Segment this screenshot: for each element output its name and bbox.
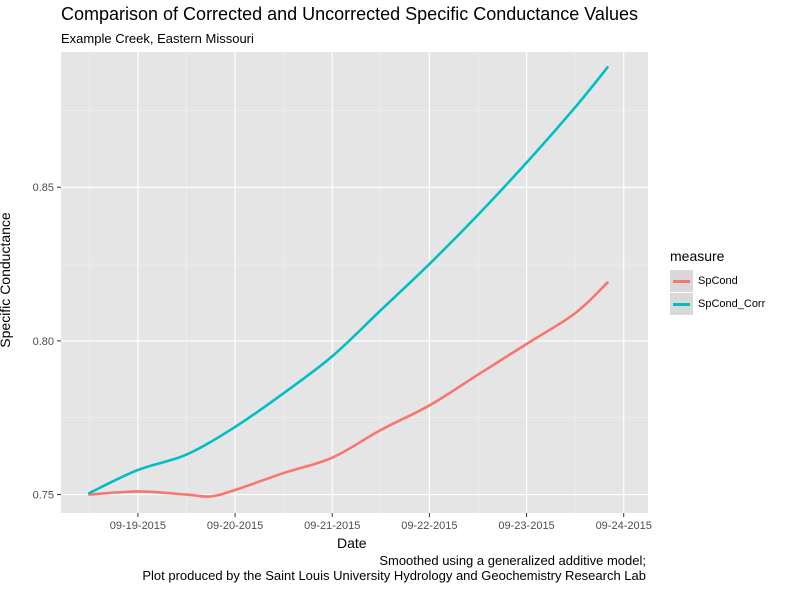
legend: measure SpCond SpCond_Corr [670,248,765,315]
plot-panel [61,52,648,513]
x-axis-label: Date [337,535,367,551]
chart-subtitle: Example Creek, Eastern Missouri [61,31,254,46]
caption-line-1: Smoothed using a generalized additive mo… [379,553,646,568]
legend-key [670,292,693,315]
series-line-spcond-corr [88,66,609,495]
x-tick-label: 09-22-2015 [401,520,457,532]
legend-swatch-spcond-corr [673,302,690,306]
legend-label: SpCond_Corr [698,297,766,310]
legend-label: SpCond [698,274,738,287]
legend-swatch-spcond [673,279,690,283]
legend-key [670,269,693,292]
caption-line-2: Plot produced by the Saint Louis Univers… [142,568,646,583]
chart-title: Comparison of Corrected and Uncorrected … [61,4,638,24]
x-tick-label: 09-20-2015 [207,520,263,532]
x-tick-label: 09-23-2015 [498,520,554,532]
y-axis-label-wrap: Specific Conductance [0,212,25,347]
y-tick-label: 0.85 [33,182,54,194]
chart-caption: Smoothed using a generalized additive mo… [142,553,646,583]
x-tick-label: 09-24-2015 [596,520,652,532]
legend-item-spcond: SpCond [670,269,765,292]
x-tick-label: 09-19-2015 [110,520,166,532]
y-tick-label: 0.75 [33,490,54,502]
legend-item-spcond-corr: SpCond_Corr [670,292,765,315]
y-axis-label: Specific Conductance [0,212,13,348]
y-tick-label: 0.80 [33,336,54,348]
x-tick-label: 09-21-2015 [304,520,360,532]
series-line-spcond [88,281,609,498]
legend-title: measure [670,248,725,264]
